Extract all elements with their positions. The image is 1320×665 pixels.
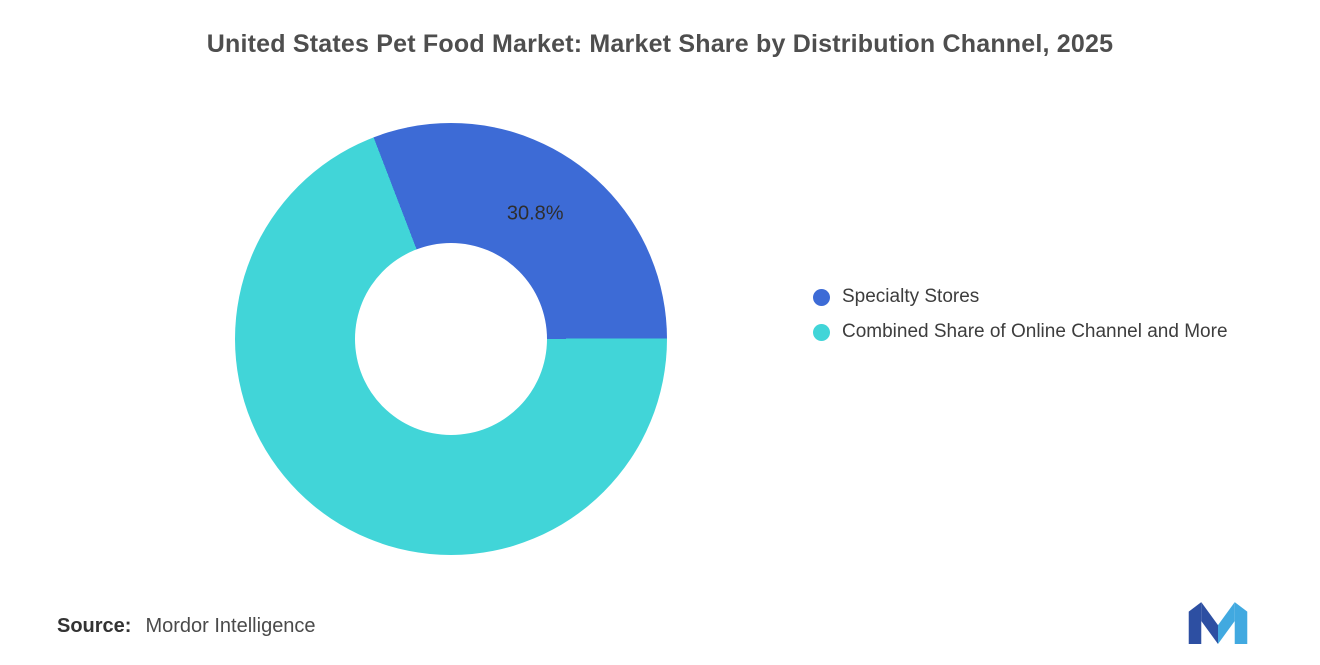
donut-hole — [355, 243, 547, 435]
legend-label-online-channel: Combined Share of Online Channel and Mor… — [842, 321, 1228, 342]
source-label: Source: — [57, 615, 132, 637]
mordor-intelligence-logo — [1188, 602, 1248, 644]
donut-chart: 30.8% — [235, 123, 667, 555]
legend: Specialty Stores Combined Share of Onlin… — [813, 286, 1228, 356]
legend-label-specialty-stores: Specialty Stores — [842, 286, 980, 307]
legend-item-online-channel: Combined Share of Online Channel and Mor… — [813, 321, 1228, 343]
source-line: Source: Mordor Intelligence — [57, 615, 316, 638]
legend-item-specialty-stores: Specialty Stores — [813, 286, 1228, 308]
slice-value-label: 30.8% — [506, 202, 564, 225]
chart-title: United States Pet Food Market: Market Sh… — [206, 30, 1114, 58]
legend-swatch-blue — [813, 288, 830, 306]
source-value: Mordor Intelligence — [145, 615, 316, 637]
legend-swatch-teal — [813, 323, 830, 341]
